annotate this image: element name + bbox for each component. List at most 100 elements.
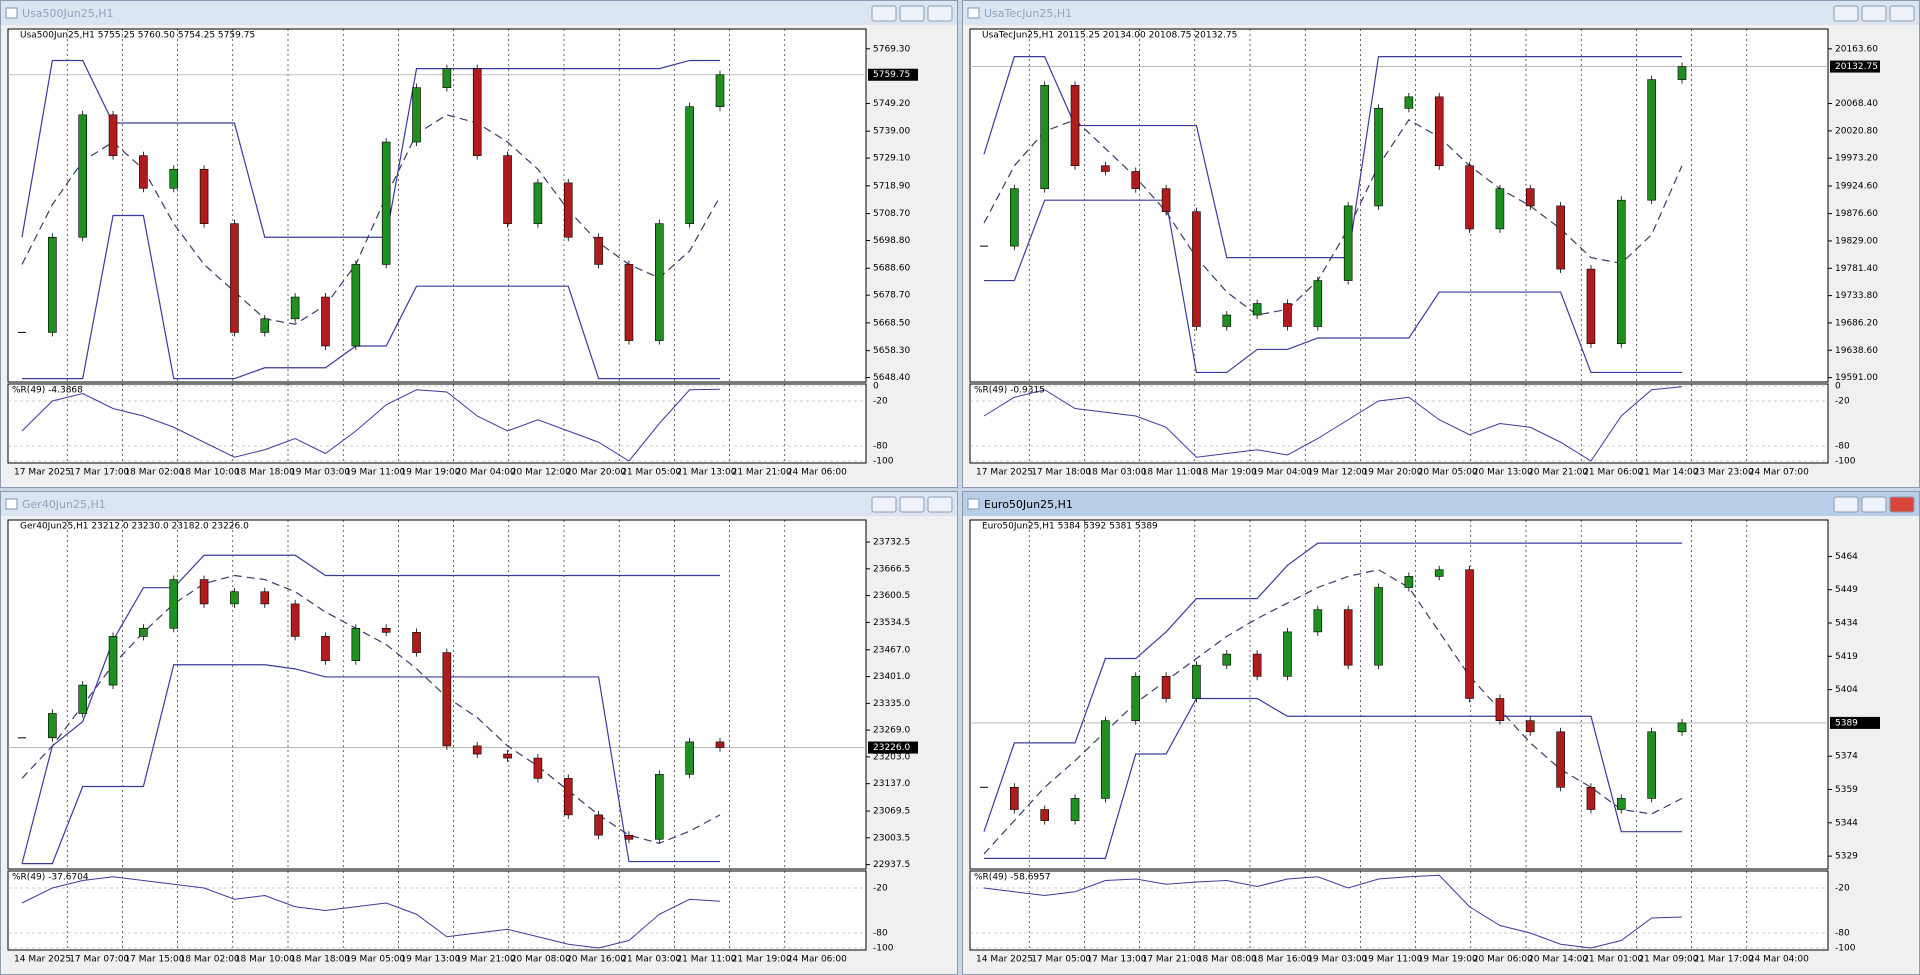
close-button[interactable]	[1889, 496, 1915, 513]
x-tick-label: 17 Mar 17:00	[69, 468, 129, 478]
candle-body	[1404, 576, 1414, 588]
candle-body	[624, 264, 634, 341]
x-tick-label: 21 Mar 17:00	[1694, 955, 1754, 965]
y-tick-label: 19829.00	[1835, 236, 1878, 246]
x-tick-label: 17 Mar 07:00	[69, 955, 129, 965]
indicator-tick-label: -80	[1835, 442, 1850, 452]
minimize-button[interactable]	[1833, 5, 1859, 22]
x-tick-label: 17 Mar 2025	[14, 468, 71, 478]
x-tick-label: 24 Mar 06:00	[787, 468, 847, 478]
x-tick-label: 21 Mar 05:00	[621, 468, 681, 478]
x-tick-label: 14 Mar 2025	[14, 955, 71, 965]
y-tick-label: 19733.80	[1835, 291, 1878, 301]
x-tick-label: 20 Mar 04:00	[456, 468, 516, 478]
y-tick-label: 5708.70	[873, 209, 910, 219]
x-tick-label: 24 Mar 06:00	[787, 955, 847, 965]
y-tick-label: 19686.20	[1835, 318, 1878, 328]
close-button[interactable]	[1889, 5, 1915, 22]
channel-upper	[21, 59, 720, 238]
candle-body	[624, 834, 634, 840]
plot-area	[969, 28, 1829, 383]
indicator-label: %R(49) -37.6704	[12, 873, 89, 883]
candle-body	[381, 627, 391, 633]
channel-lower	[22, 214, 720, 380]
candle-body	[503, 753, 512, 759]
last-price-label: 23226.0	[873, 743, 910, 753]
x-tick-label: 17 Mar 15:00	[124, 955, 184, 965]
x-tick-label: 18 Mar 03:00	[1086, 468, 1146, 478]
x-tick-label: 18 Mar 08:00	[1197, 955, 1257, 965]
y-tick-label: 5434	[1835, 619, 1858, 629]
y-tick-label: 19638.60	[1835, 346, 1878, 356]
x-tick-label: 19 Mar 03:00	[290, 468, 350, 478]
x-tick-label: 19 Mar 11:00	[1362, 955, 1422, 965]
x-tick-label: 19 Mar 19:00	[400, 468, 460, 478]
window-title: Euro50Jun25,H1	[984, 498, 1073, 511]
y-tick-label: 5769.30	[873, 44, 910, 54]
indicator-tick-label: -80	[873, 929, 888, 939]
y-tick-label: 5464	[1835, 552, 1858, 562]
indicator-label: %R(49) -58.6957	[974, 873, 1051, 883]
x-tick-label: 17 Mar 13:00	[1086, 955, 1146, 965]
x-tick-label: 20 Mar 16:00	[566, 955, 626, 965]
indicator-label: %R(49) -4.3868	[12, 386, 83, 396]
y-tick-label: 5749.20	[873, 99, 910, 109]
plot-area	[7, 28, 867, 383]
channel-lower	[984, 697, 1682, 859]
close-button[interactable]	[927, 496, 953, 513]
y-tick-label: 5718.90	[873, 181, 910, 191]
candle-body	[351, 627, 361, 662]
candle-body	[1283, 631, 1292, 677]
y-tick-label: 23401.0	[873, 672, 910, 682]
window-title: Usa500Jun25,H1	[22, 7, 113, 20]
minimize-button[interactable]	[1833, 496, 1859, 513]
candle-body	[48, 236, 57, 333]
candle-body	[655, 223, 664, 341]
minimize-button[interactable]	[871, 5, 897, 22]
candle-body	[1343, 609, 1353, 666]
window-icon	[967, 7, 980, 19]
chart-info: Usa500Jun25,H1 5755.25 5760.50 5754.25 5…	[20, 31, 255, 41]
candle-body	[715, 74, 725, 107]
candle-body	[533, 182, 543, 224]
candle-body	[1252, 653, 1262, 677]
x-tick-label: 14 Mar 2025	[976, 955, 1033, 965]
candle-body	[472, 68, 482, 156]
x-tick-label: 20 Mar 14:00	[1528, 955, 1588, 965]
channel-upper	[983, 542, 1682, 832]
minimize-button[interactable]	[871, 496, 897, 513]
candle-body	[1222, 653, 1232, 666]
indicator-line	[21, 876, 721, 949]
indicator-tick-label: 0	[1835, 382, 1841, 392]
candle-body	[108, 636, 118, 686]
indicator-line	[21, 388, 721, 462]
indicator-tick-label: -100	[873, 457, 894, 467]
candle-body	[199, 579, 209, 605]
candle-body	[563, 182, 573, 238]
maximize-button[interactable]	[899, 496, 925, 513]
y-tick-label: 5344	[1835, 818, 1858, 828]
maximize-button[interactable]	[1861, 496, 1887, 513]
candle-body	[1070, 85, 1080, 167]
candle-body	[1525, 188, 1535, 207]
y-tick-label: 5678.70	[873, 291, 910, 301]
x-tick-label: 19 Mar 04:00	[1252, 468, 1312, 478]
candle-body	[1010, 188, 1019, 247]
window-title: UsaTecJun25,H1	[984, 7, 1072, 20]
maximize-button[interactable]	[899, 5, 925, 22]
maximize-button[interactable]	[1861, 5, 1887, 22]
close-button[interactable]	[927, 5, 953, 22]
x-tick-label: 20 Mar 21:00	[1528, 468, 1588, 478]
x-tick-label: 21 Mar 13:00	[676, 468, 736, 478]
y-tick-label: 23269.0	[873, 726, 910, 736]
x-tick-label: 21 Mar 01:00	[1583, 955, 1643, 965]
indicator-tick-label: -100	[1835, 944, 1856, 954]
x-tick-label: 18 Mar 10:00	[235, 955, 295, 965]
y-tick-label: 5404	[1835, 685, 1858, 695]
y-tick-label: 5329	[1835, 852, 1858, 862]
candle-body	[1465, 569, 1474, 699]
y-tick-label: 20068.40	[1835, 99, 1878, 109]
y-tick-label: 5668.50	[873, 318, 910, 328]
